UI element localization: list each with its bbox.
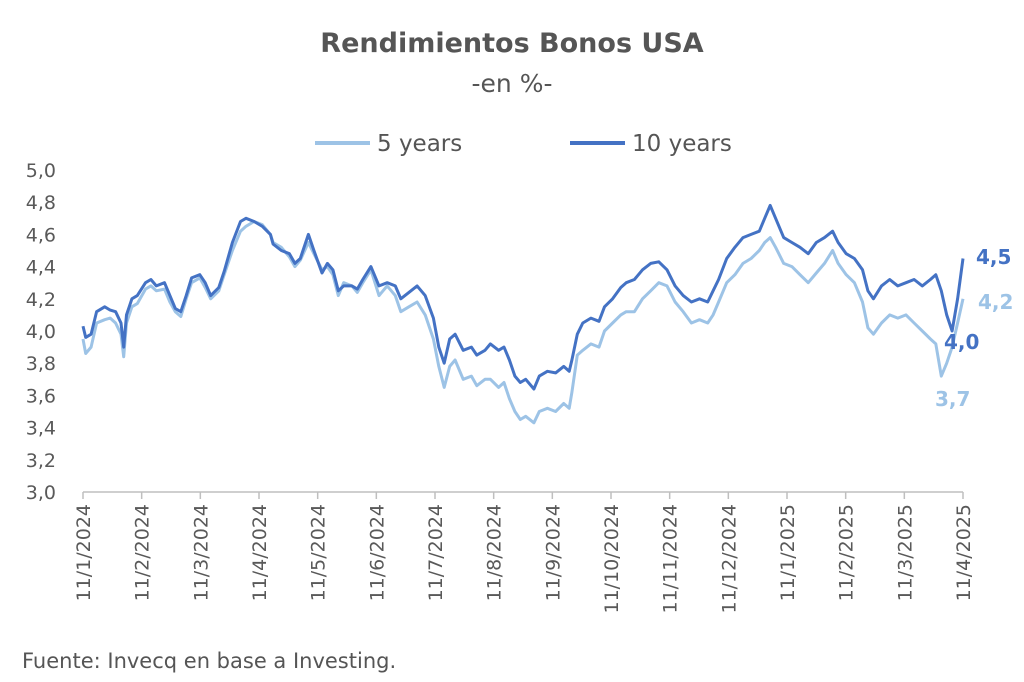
x-tick-label: 11/2/2024 (132, 504, 154, 601)
x-tick-label: 11/5/2024 (308, 504, 330, 601)
y-tick-label: 4,8 (26, 192, 56, 214)
x-tick-label: 11/4/2024 (249, 504, 271, 601)
source-note: Fuente: Invecq en base a Investing. (22, 649, 396, 673)
y-tick-label: 3,2 (26, 450, 56, 472)
end-label-5-years: 4,2 (978, 290, 1013, 314)
x-tick-label: 11/12/2024 (718, 504, 740, 614)
x-axis: 11/1/2024 11/2/2024 11/3/2024 11/4/2024 11/5… (73, 491, 975, 614)
x-tick-label: 11/9/2024 (542, 504, 564, 601)
chart-title: Rendimientos Bonos USA (320, 28, 703, 59)
legend-label-5-years: 5 years (377, 131, 462, 157)
x-tick-label: 11/3/2024 (190, 504, 212, 601)
y-tick-label: 3,8 (26, 353, 56, 375)
y-tick-label: 5,0 (26, 160, 56, 182)
y-tick-label: 4,2 (26, 289, 56, 311)
y-tick-label: 4,4 (26, 257, 56, 279)
min-label-10-years: 4,0 (944, 330, 979, 354)
x-tick-label: 11/2/2025 (836, 504, 858, 601)
end-labels: 4,5 4,2 4,0 3,7 (935, 245, 1013, 411)
legend: 5 years 10 years (315, 131, 732, 157)
x-tick-label: 11/3/2025 (894, 504, 916, 601)
y-tick-label: 3,6 (26, 385, 56, 407)
y-tick-label: 3,4 (26, 418, 56, 440)
x-tick-label: 11/1/2025 (777, 504, 799, 601)
y-tick-label: 3,0 (26, 482, 56, 504)
series-line-5-years (81, 220, 965, 425)
legend-label-10-years: 10 years (632, 131, 732, 157)
y-axis: 3,0 3,2 3,4 3,6 3,8 4,0 4,2 4,4 4,6 4,8 5,0 (26, 160, 56, 504)
plot-area (81, 203, 965, 425)
x-tick-label: 11/4/2025 (953, 504, 975, 601)
x-tick-label: 11/10/2024 (601, 504, 623, 614)
y-tick-label: 4,6 (26, 224, 56, 246)
chart-subtitle: -en %- (472, 69, 553, 98)
x-tick-label: 11/8/2024 (484, 504, 506, 601)
x-tick-label: 11/7/2024 (425, 504, 447, 601)
y-tick-label: 4,0 (26, 321, 56, 343)
x-tick-label: 11/11/2024 (660, 504, 682, 614)
x-tick-label: 11/6/2024 (366, 504, 388, 601)
x-tick-label: 11/1/2024 (73, 504, 95, 601)
min-label-5-years: 3,7 (935, 387, 970, 411)
series-line-10-years (81, 203, 965, 391)
end-label-10-years: 4,5 (976, 245, 1011, 269)
